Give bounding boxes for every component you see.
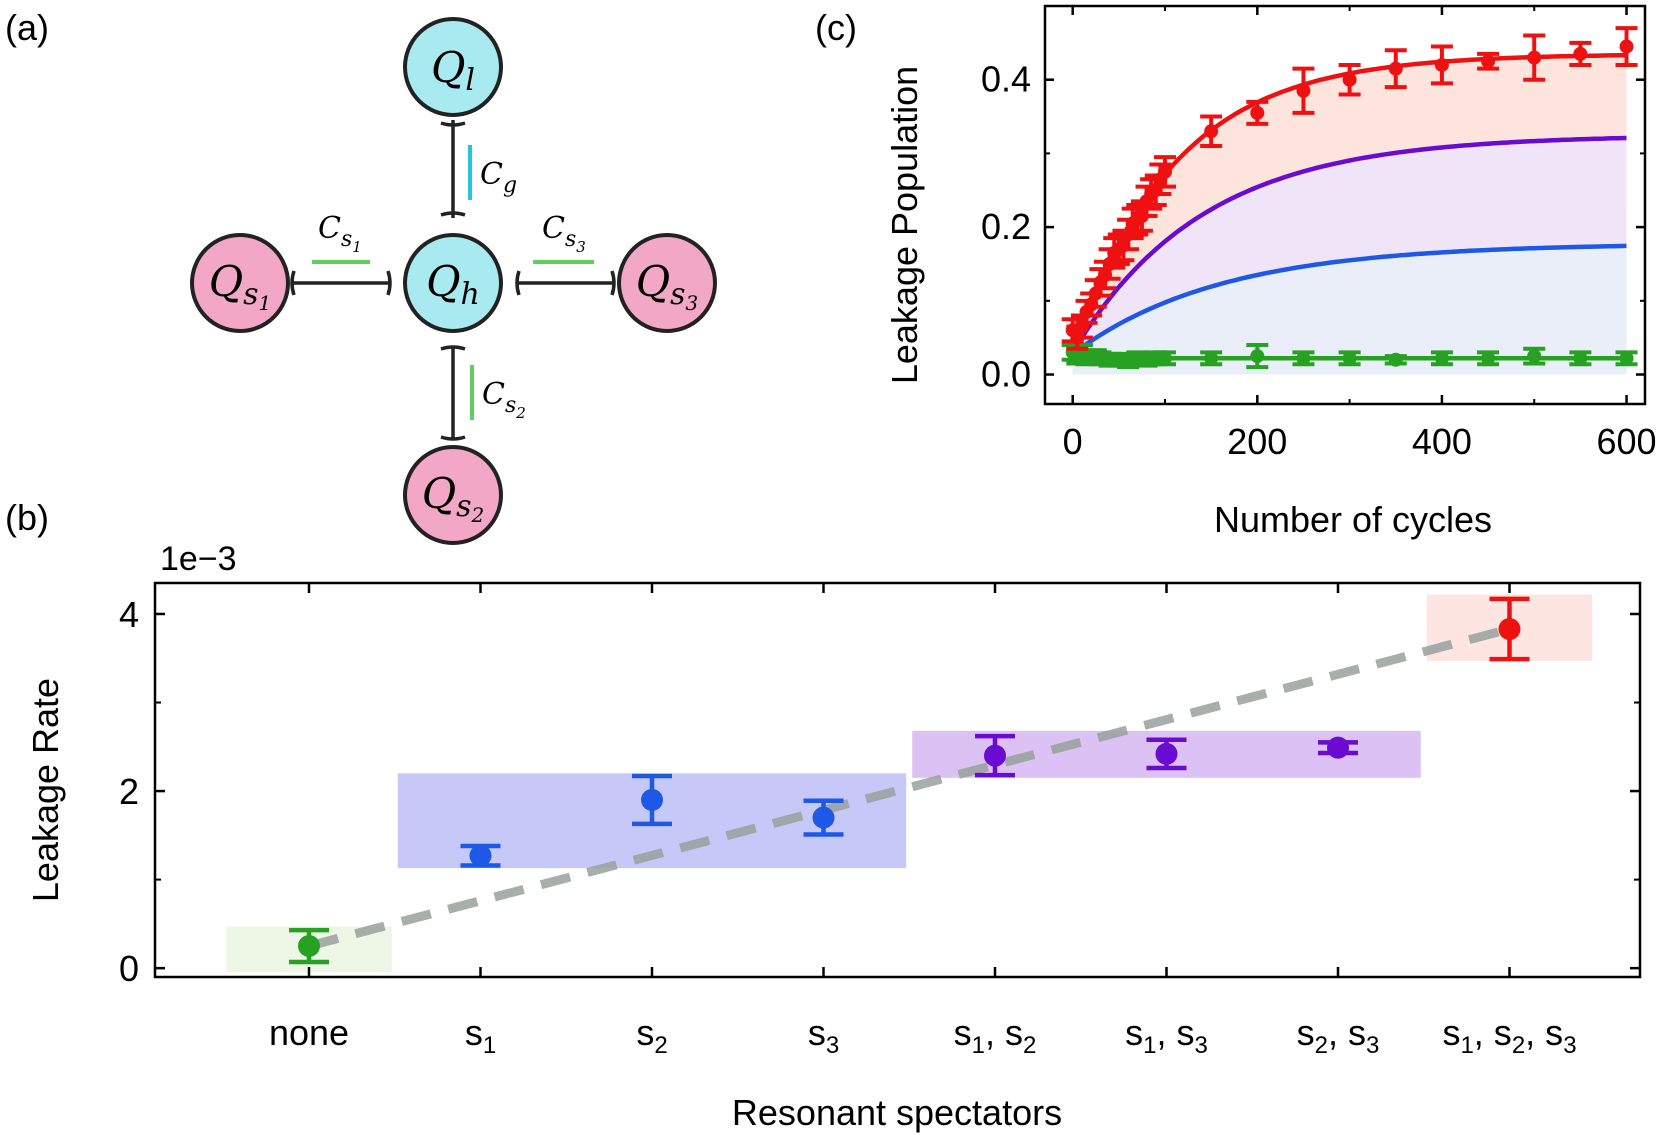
- svg-text:Qs3: Qs3: [636, 257, 699, 315]
- svg-text:Ql: Ql: [431, 43, 475, 98]
- data-point: [1155, 742, 1178, 765]
- fit-curve-2: [1071, 243, 1627, 356]
- data-point: [1158, 351, 1172, 366]
- category-label: s2, s3: [1297, 1012, 1380, 1059]
- rate-point-1: [460, 843, 501, 868]
- leakage-rate-chart: none s1 s2 s3 s1, s2 s1, s3 s2, s3 s1, s2, s3 0 2…: [25, 540, 1642, 1133]
- data-point: [1527, 50, 1542, 65]
- data-point: [1158, 164, 1172, 179]
- category-label: s1, s2: [954, 1012, 1037, 1059]
- data-point: [1573, 46, 1588, 61]
- data-point: [1619, 39, 1634, 54]
- data-point: [1388, 352, 1403, 367]
- leakage-population-chart: 0 200 400 600 0.0 0.2 0.4 Number of cycles Lea…: [884, 4, 1657, 540]
- xtick-label-c: 600: [1596, 421, 1656, 462]
- offset-label-b: 1e−3: [160, 540, 237, 578]
- ylabel-c: Leakage Population: [884, 66, 925, 384]
- label-cg: Cg: [480, 157, 517, 198]
- fit-curve-1: [1070, 135, 1627, 354]
- data-point: [1434, 351, 1449, 366]
- ytick-label-c: 0.0: [981, 354, 1031, 395]
- data-point: [1342, 351, 1357, 366]
- data-point: [1388, 61, 1403, 76]
- label-cs1: Cs1: [318, 211, 362, 256]
- series-no-spectator-data: [1061, 343, 1638, 370]
- xtick-label-c: 200: [1227, 421, 1287, 462]
- data-point: [641, 788, 663, 811]
- rate-point-3: [803, 798, 844, 837]
- data-point: [1342, 72, 1357, 87]
- axes-frame-b: [153, 581, 1642, 979]
- data-point: [1619, 351, 1634, 366]
- axis-ticks-b: none s1 s2 s3 s1, s2 s1, s3 s2, s3 s1, s2, s3 0 2…: [119, 583, 1640, 1059]
- panel-label-b: (b): [5, 497, 49, 538]
- category-label: s1, s3: [1125, 1012, 1208, 1059]
- ytick-label-c: 0.4: [981, 59, 1031, 100]
- qubit-qs1: Qs1: [190, 233, 290, 333]
- data-point: [1296, 351, 1311, 366]
- rate-point-4: [975, 733, 1015, 778]
- data-point: [1250, 349, 1265, 364]
- rate-point-6: [1318, 736, 1358, 759]
- label-cs3: Cs3: [542, 211, 586, 256]
- category-label: none: [269, 1012, 349, 1053]
- data-point: [812, 806, 835, 829]
- category-label: s3: [808, 1012, 839, 1059]
- xlabel-b: Resonant spectators: [732, 1092, 1062, 1133]
- ytick-label-c: 0.2: [981, 206, 1031, 247]
- ytick-label-b: 0: [119, 948, 139, 989]
- svg-text:Qs2: Qs2: [422, 469, 485, 527]
- xtick-label-c: 400: [1412, 421, 1472, 462]
- qubit-coupling-diagram: Cg Cs2 Cs1 Cs3 Ql Qh Qs1 Qs3 Qs2: [190, 17, 717, 545]
- data-point: [1481, 351, 1496, 366]
- xtick-label-c: 0: [1063, 421, 1083, 462]
- data-point: [469, 844, 492, 867]
- xlabel-c: Number of cycles: [1214, 499, 1492, 540]
- ylabel-b: Leakage Rate: [25, 678, 66, 902]
- data-point: [1250, 105, 1265, 120]
- ytick-label-b: 2: [119, 771, 139, 812]
- data-point: [1296, 83, 1311, 98]
- svg-text:Qs1: Qs1: [209, 257, 272, 315]
- qubit-ql: Ql: [403, 17, 503, 117]
- rate-points: [289, 596, 1530, 965]
- category-label: s1, s2, s3: [1442, 1012, 1576, 1059]
- series-three-spectators-data: [1061, 26, 1638, 351]
- rate-point-0: [289, 927, 329, 965]
- data-point: [1204, 351, 1219, 366]
- data-point: [1204, 124, 1219, 139]
- rate-point-5: [1146, 737, 1187, 771]
- data-point: [1481, 54, 1496, 69]
- panel-label-a: (a): [5, 7, 49, 48]
- qubit-qs3: Qs3: [617, 233, 717, 333]
- rate-point-2: [632, 773, 672, 827]
- label-cs2: Cs2: [482, 377, 526, 422]
- capacitor-caps: [290, 121, 616, 441]
- category-label: s1: [465, 1012, 496, 1059]
- axes-frame-c: [1043, 4, 1647, 406]
- rate-point-7: [1489, 596, 1530, 662]
- data-point: [1527, 349, 1542, 364]
- data-point: [298, 935, 320, 958]
- ytick-label-b: 4: [119, 594, 139, 635]
- qubit-qh: Qh: [403, 233, 503, 333]
- fit-fill-2: [1072, 245, 1627, 375]
- data-points: [1061, 26, 1638, 370]
- trend-line: [307, 624, 1511, 951]
- axis-ticks-c: 0 200 400 600 0.0 0.2 0.4: [981, 6, 1657, 462]
- qubit-qs2: Qs2: [403, 445, 503, 545]
- data-point: [1327, 736, 1349, 759]
- data-point: [984, 744, 1006, 767]
- data-point: [1573, 351, 1588, 366]
- svg-text:Qh: Qh: [426, 257, 480, 312]
- panel-label-c: (c): [815, 7, 857, 48]
- data-point: [1434, 57, 1449, 72]
- category-label: s2: [636, 1012, 667, 1059]
- data-point: [1498, 618, 1521, 641]
